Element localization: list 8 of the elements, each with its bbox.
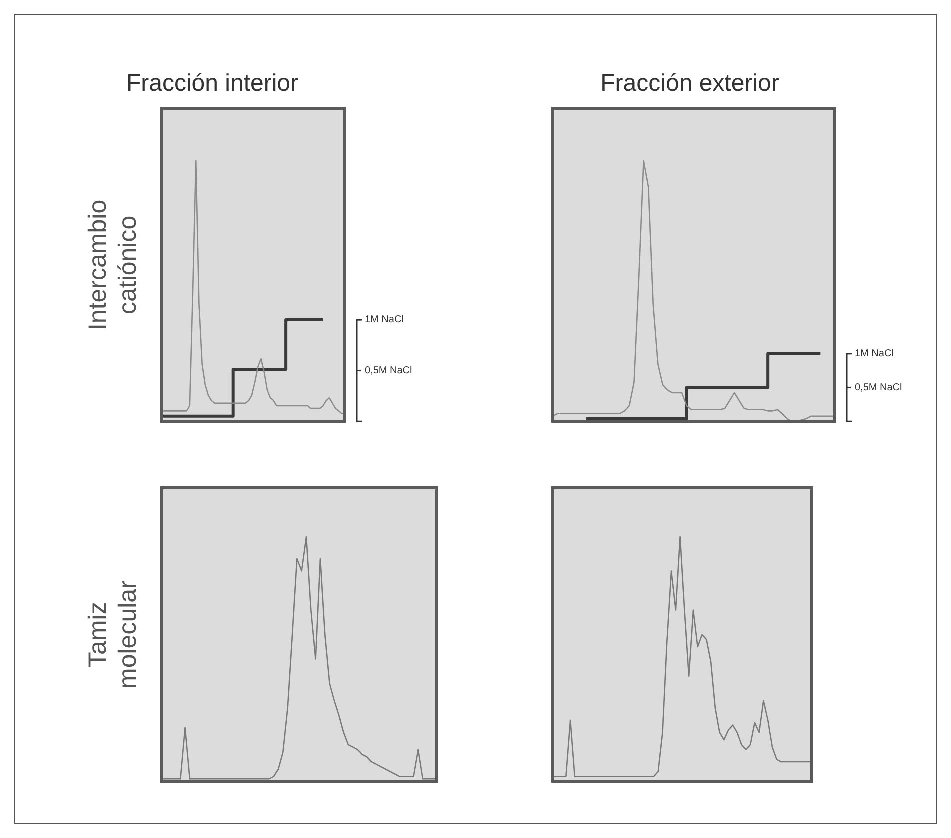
chart-title: Fracción exterior xyxy=(600,70,780,98)
y-axis-title: Intercambio catiónico xyxy=(84,200,142,331)
text: 1M NaCl xyxy=(855,348,894,360)
chart-title: Fracción interior xyxy=(126,70,299,98)
y-axis-title: Tamiz molecular xyxy=(84,580,142,689)
text: 0,5M NaCl xyxy=(855,382,902,394)
text: 1M NaCl xyxy=(365,314,404,326)
text: 0,5M NaCl xyxy=(365,366,412,377)
